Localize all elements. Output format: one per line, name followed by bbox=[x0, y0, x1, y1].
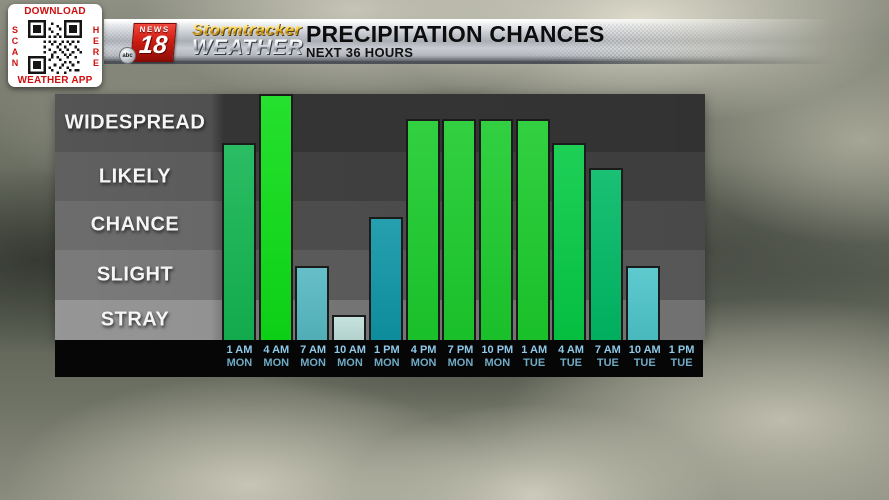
weather-app-qr-panel: DOWNLOAD SCAN HERE WEATHER APP bbox=[8, 4, 102, 87]
x-tick-day: TUE bbox=[560, 357, 583, 369]
x-tick-day: MON bbox=[484, 357, 511, 369]
bar bbox=[405, 119, 440, 340]
x-tick-time: 1 AM bbox=[226, 344, 253, 356]
x-tick: 1 PM TUE bbox=[663, 344, 700, 370]
x-tick-day: TUE bbox=[670, 357, 693, 369]
bar bbox=[258, 94, 293, 340]
x-tick-time: 10 AM bbox=[333, 344, 366, 356]
x-tick: 4 AM MON bbox=[258, 344, 295, 370]
x-tick-time: 4 AM bbox=[263, 344, 290, 356]
x-tick-time: 10 PM bbox=[481, 344, 514, 356]
bar bbox=[589, 168, 624, 340]
x-tick-day: TUE bbox=[633, 357, 656, 369]
y-axis-label: STRAY bbox=[100, 308, 170, 331]
banner-metal-background bbox=[104, 19, 889, 64]
qr-download-label: DOWNLOAD bbox=[24, 6, 86, 17]
banner-dither-texture bbox=[104, 24, 889, 59]
x-tick-time: 10 AM bbox=[628, 344, 661, 356]
x-tick-time: 7 PM bbox=[447, 344, 474, 356]
bar bbox=[332, 315, 367, 340]
chart-band: WIDESPREAD bbox=[55, 94, 705, 153]
x-tick-time: 7 AM bbox=[300, 344, 327, 356]
x-axis-strip: 1 AM MON 4 AM MON 7 AM MON 10 AM MON 1 PM MON 4 PM… bbox=[55, 340, 703, 377]
qr-scan-label: SCAN bbox=[10, 24, 20, 69]
x-tick: 10 PM MON bbox=[479, 344, 516, 370]
y-axis-label: SLIGHT bbox=[96, 263, 174, 286]
x-tick: 1 PM MON bbox=[368, 344, 405, 370]
x-tick-time: 4 PM bbox=[410, 344, 437, 356]
x-tick-day: MON bbox=[263, 357, 290, 369]
weather-wordmark: WEATHER bbox=[192, 36, 304, 59]
bar bbox=[222, 143, 256, 340]
qr-here-label: HERE bbox=[91, 24, 101, 69]
page-subtitle: NEXT 36 HOURS bbox=[306, 45, 414, 60]
x-tick-day: TUE bbox=[596, 357, 619, 369]
y-axis-label: LIKELY bbox=[98, 165, 172, 188]
bar bbox=[295, 266, 330, 340]
x-tick: 1 AM MON bbox=[221, 344, 258, 370]
x-tick-time: 1 PM bbox=[668, 344, 695, 356]
x-tick-day: MON bbox=[300, 357, 326, 369]
header-banner: NEWS 18 abc Stormtracker WEATHER PRECIPI… bbox=[104, 19, 889, 64]
news18-stormtracker-logo: NEWS 18 abc Stormtracker WEATHER bbox=[119, 21, 328, 64]
x-tick: 7 AM TUE bbox=[589, 344, 626, 370]
x-tick-day: TUE bbox=[523, 357, 546, 369]
x-tick: 4 AM TUE bbox=[553, 344, 590, 370]
x-tick-time: 7 AM bbox=[594, 344, 621, 356]
x-tick: 7 AM MON bbox=[295, 344, 332, 370]
page-title: PRECIPITATION CHANCES bbox=[306, 21, 605, 47]
x-tick: 4 PM MON bbox=[405, 344, 442, 370]
x-tick-day: MON bbox=[410, 357, 437, 369]
qr-weather-app-label: WEATHER APP bbox=[17, 75, 93, 86]
precipitation-chart: WIDESPREAD LIKELY CHANCE SLIGHT STRAY bbox=[55, 94, 705, 340]
x-axis-ticks: 1 AM MON 4 AM MON 7 AM MON 10 AM MON 1 PM MON 4 PM… bbox=[221, 344, 700, 370]
bar bbox=[552, 143, 587, 340]
x-tick: 10 AM TUE bbox=[626, 344, 663, 370]
bar bbox=[515, 119, 550, 340]
news18-badge: NEWS 18 bbox=[130, 23, 177, 62]
stormtracker-wordmark: Stormtracker bbox=[192, 21, 304, 38]
y-axis-label: CHANCE bbox=[90, 213, 180, 236]
x-tick-time: 1 PM bbox=[373, 344, 400, 356]
abc-network-icon: abc bbox=[119, 47, 136, 64]
x-tick-day: MON bbox=[337, 357, 363, 369]
x-tick-day: MON bbox=[373, 357, 400, 369]
x-tick-time: 4 AM bbox=[558, 344, 584, 356]
x-tick-time: 1 AM bbox=[521, 344, 548, 356]
x-tick: 10 AM MON bbox=[332, 344, 369, 370]
y-axis-label: WIDESPREAD bbox=[64, 111, 206, 134]
chart-bars bbox=[221, 94, 705, 340]
bar bbox=[625, 266, 660, 340]
x-tick: 7 PM MON bbox=[442, 344, 479, 370]
bar bbox=[368, 217, 403, 340]
channel-18-label: 18 bbox=[138, 31, 169, 59]
x-tick-day: MON bbox=[447, 357, 474, 369]
qr-code bbox=[28, 19, 82, 74]
x-tick: 1 AM TUE bbox=[516, 344, 553, 370]
x-tick-day: MON bbox=[226, 357, 253, 369]
bar bbox=[442, 119, 477, 340]
bar bbox=[479, 119, 514, 340]
